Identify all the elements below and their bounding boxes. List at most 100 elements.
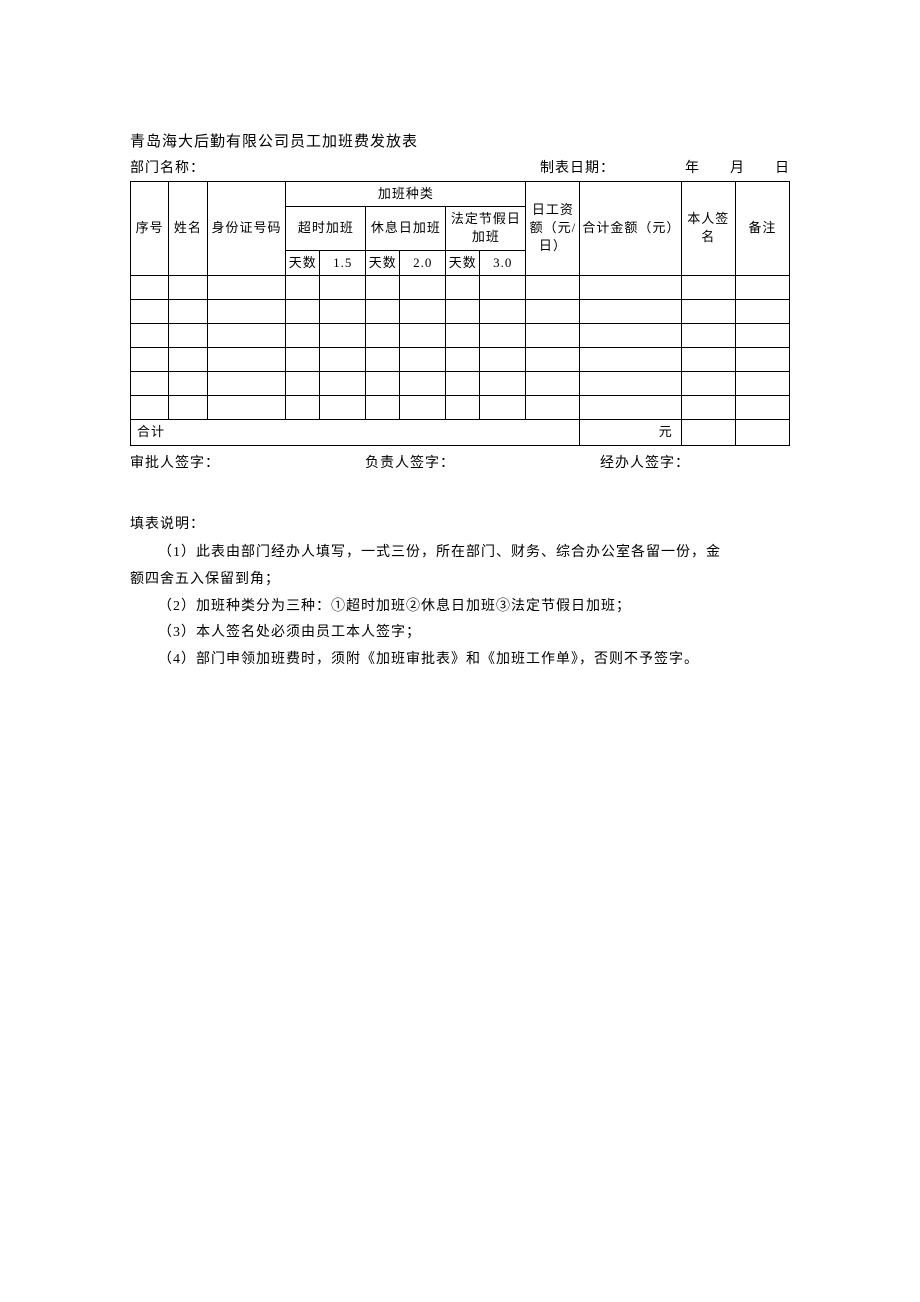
table-cell: [366, 371, 400, 395]
table-cell: [286, 371, 320, 395]
table-cell: [131, 395, 169, 419]
signature-row: 审批人签字： 负责人签字： 经办人签字：: [130, 452, 790, 472]
table-cell: [169, 299, 207, 323]
table-cell: [735, 275, 789, 299]
th-rate-2: 2.0: [400, 250, 446, 275]
table-cell: [400, 299, 446, 323]
instruction-1a: （1）此表由部门经办人填写，一式三份，所在部门、财务、综合办公室各留一份，金: [130, 540, 790, 567]
table-cell: [735, 323, 789, 347]
date-label: 制表日期：: [540, 157, 615, 177]
table-row: [131, 395, 790, 419]
table-cell: [681, 395, 735, 419]
table-cell: [580, 347, 681, 371]
table-cell: [480, 299, 526, 323]
table-cell: [580, 371, 681, 395]
table-cell: [681, 275, 735, 299]
th-name: 姓名: [169, 182, 207, 276]
day-unit: 日: [775, 157, 790, 177]
table-cell: [366, 323, 400, 347]
th-seq: 序号: [131, 182, 169, 276]
table-cell: [480, 347, 526, 371]
table-cell: [131, 371, 169, 395]
table-cell: [580, 299, 681, 323]
table-cell: [207, 347, 286, 371]
table-cell: [400, 371, 446, 395]
table-cell: [480, 395, 526, 419]
table-cell: [169, 275, 207, 299]
table-cell: [400, 275, 446, 299]
table-row: [131, 371, 790, 395]
table-body: [131, 275, 790, 419]
table-cell: [681, 323, 735, 347]
table-cell: [131, 299, 169, 323]
table-cell: [169, 323, 207, 347]
table-cell: [169, 371, 207, 395]
th-days-2: 天数: [366, 250, 400, 275]
meta-row: 部门名称： 制表日期： 年 月 日: [130, 157, 790, 177]
dept-label: 部门名称：: [130, 161, 205, 176]
instruction-4: （4）部门申领加班费时，须附《加班审批表》和《加班工作单》，否则不予签字。: [130, 647, 790, 674]
table-cell: [131, 323, 169, 347]
table-row: [131, 275, 790, 299]
table-cell: [320, 395, 366, 419]
table-cell: [526, 323, 580, 347]
sum-amount: 元: [580, 419, 681, 445]
table-cell: [580, 275, 681, 299]
table-cell: [681, 347, 735, 371]
table-cell: [735, 371, 789, 395]
th-restday: 休息日加班: [366, 207, 446, 250]
handler-sign: 经办人签字：: [600, 452, 690, 472]
approver-sign: 审批人签字：: [130, 452, 220, 472]
table-cell: [320, 299, 366, 323]
instruction-2: （2）加班种类分为三种：①超时加班②休息日加班③法定节假日加班；: [130, 594, 790, 621]
table-cell: [735, 299, 789, 323]
sum-row: 合计 元: [131, 419, 790, 445]
th-overtime: 超时加班: [286, 207, 366, 250]
table-cell: [320, 323, 366, 347]
table-cell: [320, 347, 366, 371]
table-row: [131, 299, 790, 323]
table-cell: [207, 323, 286, 347]
table-row: [131, 347, 790, 371]
sum-remark: [735, 419, 789, 445]
document-title: 青岛海大后勤有限公司员工加班费发放表: [130, 130, 790, 151]
table-cell: [131, 275, 169, 299]
table-cell: [526, 371, 580, 395]
table-cell: [446, 347, 480, 371]
sum-sign: [681, 419, 735, 445]
table-cell: [681, 299, 735, 323]
th-id: 身份证号码: [207, 182, 286, 276]
instruction-3: （3）本人签名处必须由员工本人签字；: [130, 620, 790, 647]
table-cell: [480, 323, 526, 347]
table-cell: [446, 275, 480, 299]
table-cell: [320, 275, 366, 299]
table-cell: [366, 275, 400, 299]
table-cell: [131, 347, 169, 371]
table-cell: [681, 371, 735, 395]
table-cell: [366, 347, 400, 371]
table-cell: [526, 299, 580, 323]
table-cell: [286, 395, 320, 419]
th-daily-wage: 日工资额（元/日）: [526, 182, 580, 276]
table-cell: [207, 275, 286, 299]
table-cell: [580, 395, 681, 419]
month-unit: 月: [730, 157, 745, 177]
table-cell: [480, 275, 526, 299]
table-cell: [366, 395, 400, 419]
th-holiday: 法定节假日加班: [446, 207, 526, 250]
th-rate-3: 3.0: [480, 250, 526, 275]
th-ot-category: 加班种类: [286, 182, 526, 207]
th-remark: 备注: [735, 182, 789, 276]
table-cell: [446, 395, 480, 419]
table-cell: [480, 371, 526, 395]
table-cell: [446, 371, 480, 395]
table-cell: [286, 299, 320, 323]
th-days-1: 天数: [286, 250, 320, 275]
table-cell: [526, 275, 580, 299]
table-cell: [735, 395, 789, 419]
table-cell: [735, 347, 789, 371]
table-row: [131, 323, 790, 347]
th-rate-1: 1.5: [320, 250, 366, 275]
instructions: 填表说明： （1）此表由部门经办人填写，一式三份，所在部门、财务、综合办公室各留…: [130, 512, 790, 674]
table-cell: [446, 299, 480, 323]
